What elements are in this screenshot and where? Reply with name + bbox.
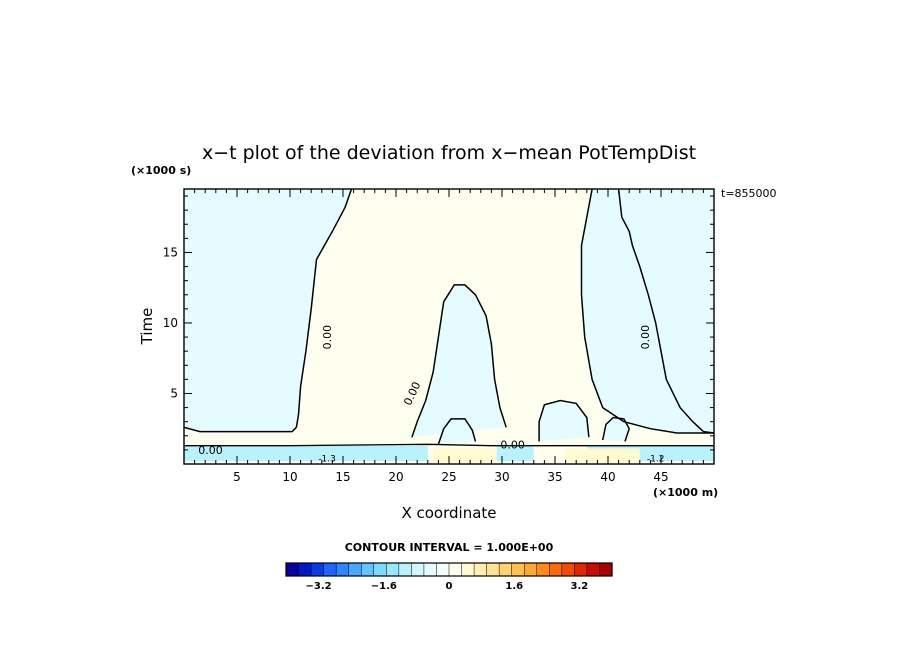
x-tick-label: 10 [282, 470, 297, 484]
colorbar-swatch [462, 563, 475, 576]
colorbar-swatch [286, 563, 299, 576]
contour-label: 0.00 [500, 438, 525, 451]
colorbar-swatch [374, 563, 387, 576]
x-tick-label: 30 [494, 470, 509, 484]
plot-area: 0.000.000.000.000.00-1.3 -1.2 [184, 189, 714, 464]
colorbar: −3.2 −1.6 0 1.6 3.2 [286, 563, 612, 592]
contour-figure: x−t plot of the deviation from x−mean Po… [0, 0, 904, 654]
colorbar-swatch [587, 563, 600, 576]
colorbar-swatch [311, 563, 324, 576]
colorbar-swatch [474, 563, 487, 576]
colorbar-swatch [549, 563, 562, 576]
x-tick-label: 5 [233, 470, 241, 484]
colorbar-swatch [499, 563, 512, 576]
colorbar-swatch [436, 563, 449, 576]
contour-interval-label: CONTOUR INTERVAL = 1.000E+00 [345, 541, 554, 554]
contour-label: 0.00 [321, 325, 334, 350]
colorbar-swatch [361, 563, 374, 576]
warm-surface-band [566, 448, 640, 462]
colorbar-tick-label: 3.2 [571, 581, 589, 592]
contour-label: 0.00 [198, 444, 223, 457]
colorbar-swatch [574, 563, 587, 576]
contour-label: -1.3 [318, 454, 336, 464]
chart-title: x−t plot of the deviation from x−mean Po… [202, 142, 696, 164]
colorbar-swatch [512, 563, 525, 576]
colorbar-swatch [449, 563, 462, 576]
colorbar-swatch [599, 563, 612, 576]
colorbar-swatch [386, 563, 399, 576]
contour-label: -1.2 [647, 454, 665, 464]
colorbar-swatch [324, 563, 337, 576]
colorbar-swatch [487, 563, 500, 576]
colorbar-swatch [336, 563, 349, 576]
y-tick-label: 15 [163, 245, 178, 259]
x-tick-label: 40 [600, 470, 615, 484]
y-axis-label: Time [138, 308, 156, 346]
contour-label: 0.00 [639, 325, 652, 350]
colorbar-tick-label: 0 [446, 581, 453, 592]
colorbar-swatch [537, 563, 550, 576]
colorbar-swatch [562, 563, 575, 576]
x-unit-label: (×1000 m) [653, 486, 718, 499]
y-tick-label: 10 [163, 316, 178, 330]
colorbar-swatch [411, 563, 424, 576]
x-tick-label: 25 [441, 470, 456, 484]
colorbar-tick-label: −3.2 [306, 581, 332, 592]
colorbar-swatch [399, 563, 412, 576]
time-stamp: t=855000 [721, 187, 777, 200]
x-tick-label: 45 [653, 470, 668, 484]
colorbar-tick-label: 1.6 [505, 581, 523, 592]
colorbar-swatch [349, 563, 362, 576]
colorbar-swatch [524, 563, 537, 576]
colorbar-swatch [424, 563, 437, 576]
x-axis-label: X coordinate [401, 504, 496, 522]
y-tick-label: 5 [170, 386, 178, 400]
x-tick-label: 15 [335, 470, 350, 484]
x-tick-label: 20 [388, 470, 403, 484]
colorbar-tick-label: −1.6 [371, 581, 397, 592]
warm-surface-band [433, 448, 497, 462]
x-tick-label: 35 [547, 470, 562, 484]
colorbar-swatch [299, 563, 312, 576]
y-unit-label: (×1000 s) [131, 164, 191, 177]
